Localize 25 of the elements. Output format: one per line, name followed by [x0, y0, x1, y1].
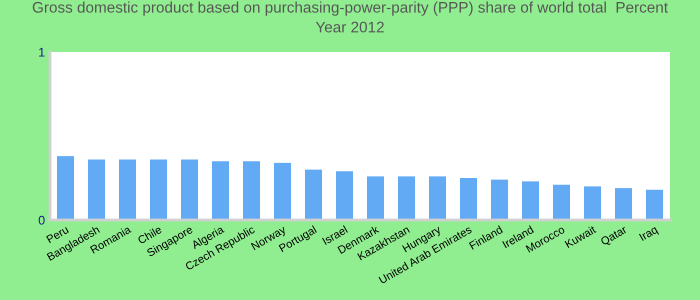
bar: [180, 160, 198, 220]
bar: [646, 190, 664, 220]
bar: [366, 176, 384, 220]
bar: [398, 176, 416, 220]
x-tick-label: Qatar: [600, 225, 628, 248]
bar: [274, 162, 292, 220]
bar: [212, 161, 230, 220]
bar: [522, 181, 540, 220]
bar: [552, 184, 570, 220]
x-tick-label: Iraq: [639, 226, 660, 243]
bar: [428, 176, 446, 220]
bar: [56, 156, 74, 220]
bar: [584, 186, 602, 220]
bar: [460, 178, 478, 220]
bar: [150, 160, 168, 220]
bar: [88, 160, 106, 220]
bar: [304, 170, 322, 220]
bar: [336, 171, 354, 220]
y-tick-label: 1: [39, 48, 45, 57]
bar: [118, 160, 136, 220]
bar: [242, 161, 260, 220]
y-tick-label: 0: [38, 216, 45, 225]
chart-title: Gross domestic product based on purchasing-power-parity (PPP) share of world total Percent Year 2012: [32, 2, 668, 32]
bar: [614, 188, 632, 220]
bar: [490, 180, 508, 220]
